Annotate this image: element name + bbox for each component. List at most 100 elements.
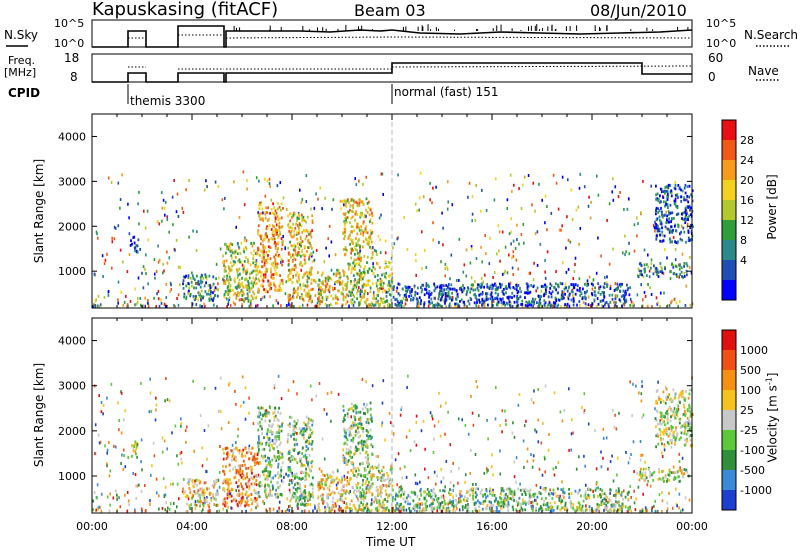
echo-cell [266, 290, 269, 294]
echo-cell [386, 299, 389, 303]
echo-cell [253, 249, 255, 253]
echo-cell [206, 457, 208, 461]
freq-panel [91, 53, 780, 83]
echo-cell [230, 494, 233, 498]
echo-cell [655, 223, 657, 226]
echo-cell [292, 213, 295, 217]
echo-cell [278, 284, 281, 288]
echo-cell [465, 293, 468, 296]
echo-cell [583, 454, 585, 458]
echo-cell [245, 239, 248, 243]
echo-cell [268, 217, 270, 221]
echo-cell [261, 296, 264, 300]
echo-cell [486, 292, 489, 295]
echo-cell [267, 206, 269, 210]
echo-cell [218, 485, 221, 489]
echo-cell [247, 261, 250, 265]
echo-cell [317, 488, 320, 492]
echo-cell [666, 198, 669, 201]
echo-cell [581, 406, 583, 409]
echo-cell [243, 250, 245, 254]
echo-cell [490, 291, 493, 295]
echo-cell [247, 298, 250, 302]
nsky-tick-top: 10^5 [54, 17, 85, 30]
echo-cell [274, 220, 277, 223]
echo-cell [262, 219, 264, 222]
echo-cell [293, 443, 296, 447]
echo-cell [372, 293, 375, 297]
echo-cell [246, 485, 248, 489]
echo-cell [460, 286, 463, 290]
echo-cell [354, 248, 357, 251]
echo-cell [228, 469, 231, 473]
echo-cell [301, 216, 303, 220]
echo-cell [588, 275, 591, 279]
echo-cell [259, 420, 261, 424]
echo-cell [558, 298, 561, 302]
echo-cell [559, 494, 561, 498]
echo-cell [336, 301, 339, 305]
echo-cell [681, 508, 684, 512]
echo-cell [372, 291, 375, 295]
echo-cell [616, 282, 619, 286]
echo-cell [485, 295, 488, 298]
echo-cell [232, 451, 234, 454]
echo-cell [539, 486, 542, 490]
echo-cell [361, 212, 363, 215]
echo-cell [370, 247, 373, 250]
echo-cell [311, 495, 314, 498]
echo-cell [286, 304, 288, 307]
echo-cell [162, 262, 164, 266]
echo-cell [258, 412, 260, 416]
echo-cell [357, 289, 360, 293]
echo-cell [465, 274, 468, 278]
echo-cell [238, 298, 241, 302]
echo-cell [516, 295, 518, 299]
echo-cell [310, 281, 313, 285]
echo-cell [365, 197, 368, 201]
echo-cell [413, 284, 416, 288]
echo-cell [352, 204, 354, 207]
echo-cell [199, 501, 202, 505]
echo-cell [320, 469, 323, 473]
echo-cell [305, 459, 308, 463]
echo-cell [477, 304, 480, 308]
echo-cell [100, 410, 103, 414]
echo-cell [93, 303, 95, 307]
echo-cell [242, 448, 245, 452]
echo-cell [511, 296, 513, 299]
echo-cell [155, 477, 158, 481]
echo-cell [667, 210, 670, 213]
echo-cell [513, 294, 516, 298]
echo-cell [499, 472, 502, 476]
echo-cell [495, 284, 497, 288]
nsky-panel [6, 19, 790, 48]
echo-cell [541, 198, 543, 202]
echo-cell [623, 208, 625, 211]
echo-cell [377, 477, 379, 481]
echo-cell [223, 470, 225, 474]
echo-cell [534, 209, 536, 213]
echo-cell [308, 498, 311, 501]
echo-cell [432, 186, 434, 190]
echo-cell [256, 251, 258, 255]
echo-cell [236, 502, 239, 506]
echo-cell [446, 267, 449, 271]
echo-cell [287, 301, 290, 305]
echo-cell [277, 374, 280, 378]
echo-cell [321, 207, 323, 211]
echo-cell [490, 501, 492, 505]
echo-cell [687, 218, 689, 221]
echo-cell [594, 429, 596, 432]
echo-cell [291, 494, 294, 498]
echo-cell [274, 285, 277, 289]
echo-cell [679, 509, 682, 513]
echo-cell [263, 469, 266, 473]
echo-cell [644, 510, 647, 513]
echo-cell [355, 291, 358, 295]
echo-cell [275, 299, 278, 303]
echo-cell [597, 282, 600, 286]
echo-cell [343, 203, 345, 207]
echo-cell [561, 224, 563, 228]
echo-cell [399, 299, 402, 303]
